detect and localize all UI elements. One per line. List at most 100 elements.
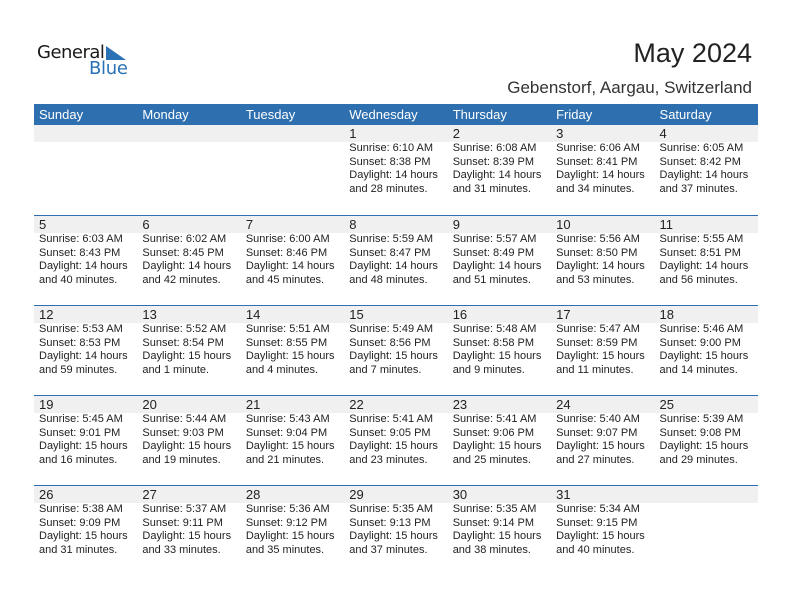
daylight-text: Daylight: 14 hours bbox=[39, 260, 128, 272]
daylight-text: Daylight: 15 hours bbox=[659, 440, 749, 452]
weekday-wednesday: Wednesday bbox=[349, 107, 418, 122]
day-number: 9 bbox=[452, 217, 460, 232]
week-row: 1 Sunrise: 6:10 AM Sunset: 8:38 PM Daylight… bbox=[34, 125, 758, 215]
sunset-text: Sunset: 8:59 PM bbox=[556, 336, 638, 349]
daylight-minutes-text: and 38 minutes. bbox=[452, 543, 531, 556]
sunrise-text: Sunrise: 6:08 AM bbox=[452, 142, 537, 154]
daylight-text: Daylight: 15 hours bbox=[556, 440, 645, 452]
day-number: 30 bbox=[452, 487, 468, 502]
day-number: 14 bbox=[245, 307, 261, 322]
sunrise-text: Sunrise: 6:06 AM bbox=[556, 142, 640, 154]
day-cell: 2 Sunrise: 6:08 AM Sunset: 8:39 PM Daylight… bbox=[448, 125, 551, 215]
daylight-minutes-text: and 48 minutes. bbox=[349, 273, 428, 286]
daylight-minutes-text: and 56 minutes. bbox=[659, 273, 738, 286]
day-number: 19 bbox=[39, 397, 54, 412]
day-cell: 13 Sunrise: 5:52 AM Sunset: 8:54 PM Dayligh… bbox=[137, 306, 240, 395]
day-number: 1 bbox=[349, 126, 357, 141]
daylight-text: Daylight: 15 hours bbox=[349, 350, 438, 362]
sunset-text: Sunset: 8:43 PM bbox=[39, 246, 121, 259]
sunset-text: Sunset: 8:46 PM bbox=[245, 246, 328, 259]
day-cell: 1 Sunrise: 6:10 AM Sunset: 8:38 PM Daylight… bbox=[344, 125, 447, 215]
day-cell: 20 Sunrise: 5:44 AM Sunset: 9:03 PM Dayligh… bbox=[137, 396, 240, 485]
day-number: 4 bbox=[659, 126, 667, 141]
daylight-minutes-text: and 28 minutes. bbox=[349, 182, 428, 195]
day-number: 16 bbox=[452, 307, 468, 322]
logo-text-blue: Blue bbox=[89, 58, 128, 79]
sunset-text: Sunset: 9:08 PM bbox=[659, 426, 741, 439]
generalblue-logo: General Blue bbox=[37, 42, 132, 82]
sunset-text: Sunset: 8:41 PM bbox=[556, 155, 638, 168]
daylight-minutes-text: and 59 minutes. bbox=[39, 363, 118, 376]
week-row: 26 Sunrise: 5:38 AM Sunset: 9:09 PM Dayligh… bbox=[34, 485, 758, 575]
day-number: 8 bbox=[349, 217, 357, 232]
sunset-text: Sunset: 9:14 PM bbox=[452, 516, 535, 529]
day-cell: 6 Sunrise: 6:02 AM Sunset: 8:45 PM Daylight… bbox=[137, 216, 240, 305]
daylight-minutes-text: and 53 minutes. bbox=[556, 273, 635, 286]
sunrise-text: Sunrise: 5:39 AM bbox=[659, 413, 744, 425]
week-row: 19 Sunrise: 5:45 AM Sunset: 9:01 PM Dayligh… bbox=[34, 395, 758, 485]
day-cell: 28 Sunrise: 5:36 AM Sunset: 9:12 PM Dayligh… bbox=[241, 486, 344, 575]
sunrise-text: Sunrise: 5:36 AM bbox=[245, 503, 330, 515]
daylight-minutes-text: and 51 minutes. bbox=[452, 273, 531, 286]
daylight-text: Daylight: 15 hours bbox=[245, 440, 335, 452]
sunrise-text: Sunrise: 5:48 AM bbox=[452, 323, 537, 335]
sunset-text: Sunset: 8:49 PM bbox=[452, 246, 535, 259]
weekday-tuesday: Tuesday bbox=[245, 107, 296, 122]
day-number: 22 bbox=[349, 397, 364, 412]
daylight-text: Daylight: 15 hours bbox=[659, 350, 749, 362]
day-cell: 22 Sunrise: 5:41 AM Sunset: 9:05 PM Dayligh… bbox=[344, 396, 447, 485]
daylight-minutes-text: and 31 minutes. bbox=[452, 182, 531, 195]
sunrise-text: Sunrise: 5:41 AM bbox=[349, 413, 434, 425]
day-cell: 29 Sunrise: 5:35 AM Sunset: 9:13 PM Dayligh… bbox=[344, 486, 447, 575]
daylight-text: Daylight: 14 hours bbox=[452, 169, 542, 181]
sunset-text: Sunset: 9:09 PM bbox=[39, 516, 121, 529]
sunrise-text: Sunrise: 5:41 AM bbox=[452, 413, 537, 425]
daylight-minutes-text: and 33 minutes. bbox=[142, 543, 221, 556]
day-cell: 30 Sunrise: 5:35 AM Sunset: 9:14 PM Dayligh… bbox=[448, 486, 551, 575]
empty-cell bbox=[137, 125, 240, 215]
daylight-minutes-text: and 21 minutes. bbox=[245, 453, 325, 466]
location-subtitle: Gebenstorf, Aargau, Switzerland bbox=[507, 78, 752, 97]
daylight-minutes-text: and 37 minutes. bbox=[659, 182, 738, 195]
sunset-text: Sunset: 8:47 PM bbox=[349, 246, 431, 259]
day-number: 25 bbox=[659, 397, 674, 412]
sunrise-text: Sunrise: 5:35 AM bbox=[349, 503, 434, 515]
sunrise-text: Sunrise: 5:45 AM bbox=[39, 413, 123, 425]
daylight-minutes-text: and 40 minutes. bbox=[556, 543, 635, 556]
sunrise-text: Sunrise: 5:59 AM bbox=[349, 233, 434, 245]
daylight-minutes-text: and 34 minutes. bbox=[556, 182, 635, 195]
sunset-text: Sunset: 8:50 PM bbox=[556, 246, 638, 259]
daylight-minutes-text: and 29 minutes. bbox=[659, 453, 738, 466]
sunrise-text: Sunrise: 6:05 AM bbox=[659, 142, 744, 154]
day-number: 5 bbox=[39, 217, 47, 232]
day-cell: 3 Sunrise: 6:06 AM Sunset: 8:41 PM Daylight… bbox=[551, 125, 654, 215]
day-number: 20 bbox=[142, 397, 157, 412]
daylight-text: Daylight: 14 hours bbox=[659, 260, 749, 272]
empty-cell bbox=[34, 125, 137, 215]
sunrise-text: Sunrise: 5:40 AM bbox=[556, 413, 640, 425]
sunrise-text: Sunrise: 5:37 AM bbox=[142, 503, 227, 515]
day-cell: 24 Sunrise: 5:40 AM Sunset: 9:07 PM Dayligh… bbox=[551, 396, 654, 485]
day-cell: 5 Sunrise: 6:03 AM Sunset: 8:43 PM Daylight… bbox=[34, 216, 137, 305]
sunrise-text: Sunrise: 5:53 AM bbox=[39, 323, 123, 335]
sunset-text: Sunset: 9:13 PM bbox=[349, 516, 431, 529]
sunrise-text: Sunrise: 5:49 AM bbox=[349, 323, 434, 335]
sunset-text: Sunset: 9:12 PM bbox=[245, 516, 328, 529]
daylight-text: Daylight: 15 hours bbox=[556, 350, 645, 362]
sunrise-text: Sunrise: 5:51 AM bbox=[245, 323, 330, 335]
day-number: 7 bbox=[245, 217, 254, 232]
sunrise-text: Sunrise: 5:44 AM bbox=[142, 413, 227, 425]
daylight-text: Daylight: 14 hours bbox=[556, 260, 645, 272]
day-number: 13 bbox=[142, 307, 157, 322]
daylight-text: Daylight: 15 hours bbox=[349, 530, 438, 542]
day-cell: 18 Sunrise: 5:46 AM Sunset: 9:00 PM Dayligh… bbox=[655, 306, 758, 395]
day-number: 23 bbox=[452, 397, 468, 412]
day-cell: 21 Sunrise: 5:43 AM Sunset: 9:04 PM Dayligh… bbox=[241, 396, 344, 485]
daylight-minutes-text: and 45 minutes. bbox=[245, 273, 325, 286]
daylight-text: Daylight: 15 hours bbox=[39, 530, 128, 542]
daylight-minutes-text: and 40 minutes. bbox=[39, 273, 118, 286]
day-cell: 17 Sunrise: 5:47 AM Sunset: 8:59 PM Dayligh… bbox=[551, 306, 654, 395]
day-number: 27 bbox=[142, 487, 157, 502]
day-number: 31 bbox=[556, 487, 571, 502]
day-cell: 12 Sunrise: 5:53 AM Sunset: 8:53 PM Dayligh… bbox=[34, 306, 137, 395]
